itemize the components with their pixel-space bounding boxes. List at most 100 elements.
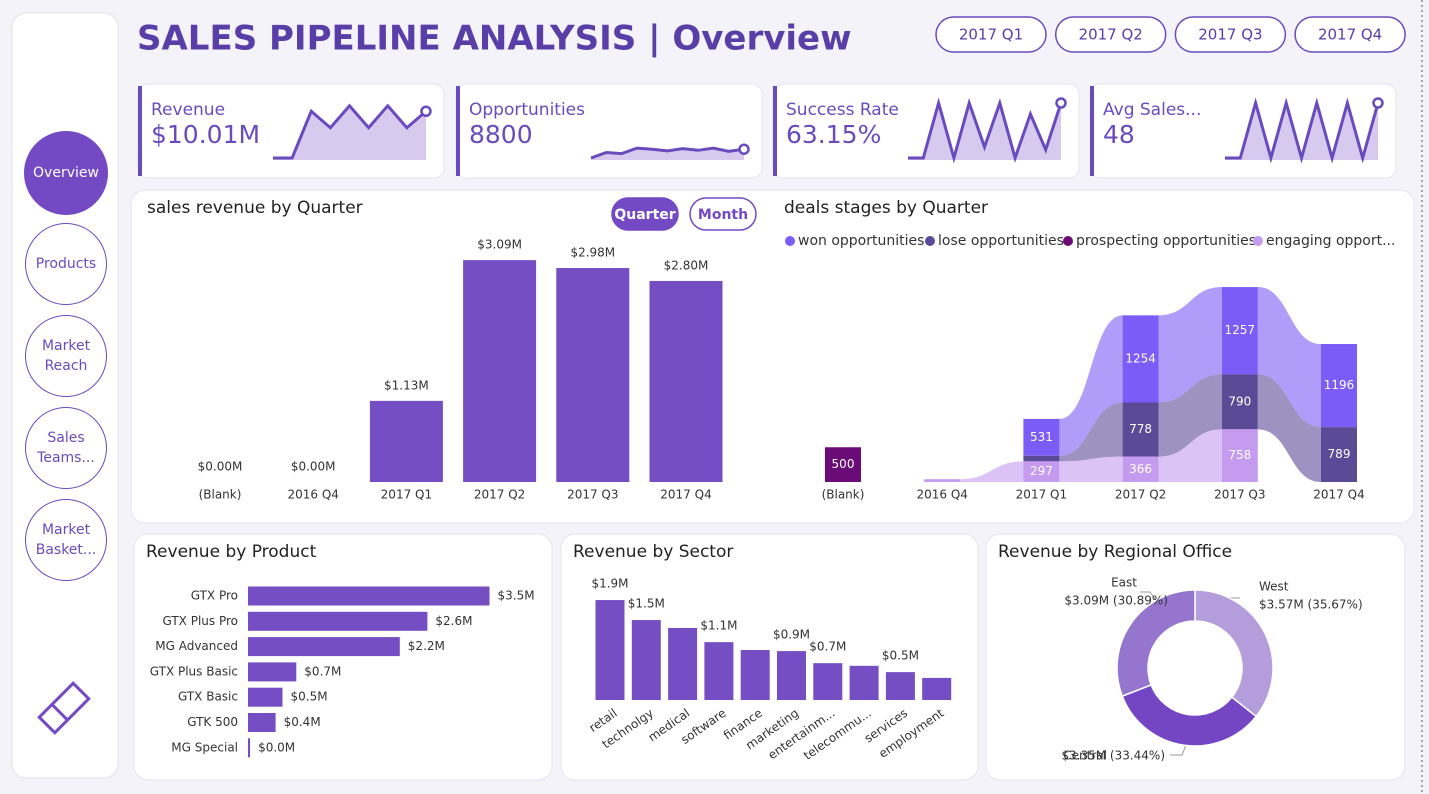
y-tick-label: GTX Basic [178,690,238,704]
x-tick-label: 2017 Q2 [474,488,525,502]
data-label: 366 [1129,462,1152,476]
bar [922,677,952,700]
x-tick-label: 2017 Q2 [1115,488,1166,502]
x-tick-label: 2016 Q4 [916,488,967,502]
toggle-button[interactable] [611,197,679,231]
data-label: $2.2M [408,639,445,653]
data-label: 1257 [1225,323,1256,337]
ribbon-column [1122,315,1159,403]
ribbon [1158,287,1222,403]
y-tick-label: GTX Plus Basic [150,664,238,678]
chart-title: sales revenue by Quarter [147,198,363,218]
kpi-accent [456,86,460,176]
data-label: 1196 [1324,378,1355,392]
data-label: 531 [1030,430,1053,444]
bar [813,663,843,700]
chart-title: Revenue by Product [146,542,317,562]
sparkline-area [908,103,1061,160]
ribbon [1059,315,1123,456]
ribbon-column [1221,429,1258,482]
bar [649,280,723,482]
bar [248,713,276,732]
nav-button[interactable]: Overview [24,131,108,215]
data-label: $1.9M [591,577,628,591]
filter-label: 2017 Q2 [1079,26,1143,44]
filter-button[interactable] [1054,16,1167,53]
bar [369,400,443,482]
data-label: $3.09M [477,238,522,252]
bar [885,672,915,700]
data-label: $1.13M [384,378,429,392]
data-label: 789 [1328,447,1351,461]
kpi-value: 63.15% [786,120,881,149]
legend-marker [1063,236,1073,246]
x-tick-label: 2017 Q3 [1214,488,1265,502]
data-label: 778 [1129,422,1152,436]
bar [631,620,661,700]
chart-title: Revenue by Sector [573,542,733,562]
data-label: 790 [1228,394,1251,408]
data-label: 758 [1228,448,1251,462]
y-tick-label: GTX Plus Pro [162,614,238,628]
sparkline-end [1372,97,1384,109]
ribbon-column [1023,455,1060,462]
sparkline-end [420,105,432,117]
legend-marker [1253,236,1263,246]
x-tick-label: 2017 Q1 [381,488,432,502]
x-tick-label: 2017 Q4 [660,488,711,502]
data-label: $2.80M [664,258,709,272]
kpi-value: $10.01M [151,120,260,149]
bar [248,637,400,657]
sparkline-area [1225,103,1378,160]
page-title: SALES PIPELINE ANALYSIS | Overview [137,19,852,59]
filter-button[interactable] [1294,16,1406,53]
toggle-button[interactable] [689,197,757,231]
data-label: $1.5M [628,597,665,611]
slice-name: East [1111,576,1137,590]
y-tick-label: GTX Pro [191,589,238,603]
filter-button[interactable] [935,16,1047,53]
data-label: 1254 [1125,351,1156,365]
kpi-label: Opportunities [469,100,585,120]
ribbon-column [1321,344,1357,428]
nav-button[interactable]: Products [25,223,107,305]
ribbon [1158,374,1222,457]
data-label: $2.98M [570,246,615,260]
ribbon [960,461,1024,482]
data-label: $0.00M [198,460,243,474]
legend-marker [785,236,795,246]
bar [595,600,625,700]
slice-label: $3.57M (35.67%) [1259,598,1363,612]
ribbon-column [1321,427,1357,482]
ribbon [1257,287,1321,428]
data-label: $0.00M [291,460,336,474]
data-label: $1.1M [700,619,737,633]
sparkline-area [273,105,426,160]
x-tick-label: 2017 Q3 [567,488,618,502]
data-label: $2.6M [435,614,472,628]
toggle-label: Month [698,207,748,223]
kpi-accent [138,86,142,176]
x-tick-label: (Blank) [199,488,242,502]
bar [463,260,537,482]
sparkline [273,103,427,160]
filter-label: 2017 Q3 [1198,26,1262,44]
ribbon [1059,456,1123,482]
filter-button[interactable] [1174,16,1287,53]
legend-marker [925,236,935,246]
sparkline-end [1055,97,1067,109]
nav-button[interactable]: Market Basket... [25,499,107,581]
ribbon [1059,402,1123,462]
sparkline [1225,97,1380,164]
bar [248,662,297,682]
x-tick-label: 2017 Q4 [1313,488,1364,502]
nav-button[interactable]: Market Reach [25,315,107,397]
kpi-label: Avg Sales... [1103,100,1201,120]
data-label: $0.7M [304,664,341,678]
nav-button[interactable]: Sales Teams... [25,407,107,489]
bar [849,665,879,700]
sparkline-end [738,143,750,155]
donut-slice [1194,589,1274,718]
